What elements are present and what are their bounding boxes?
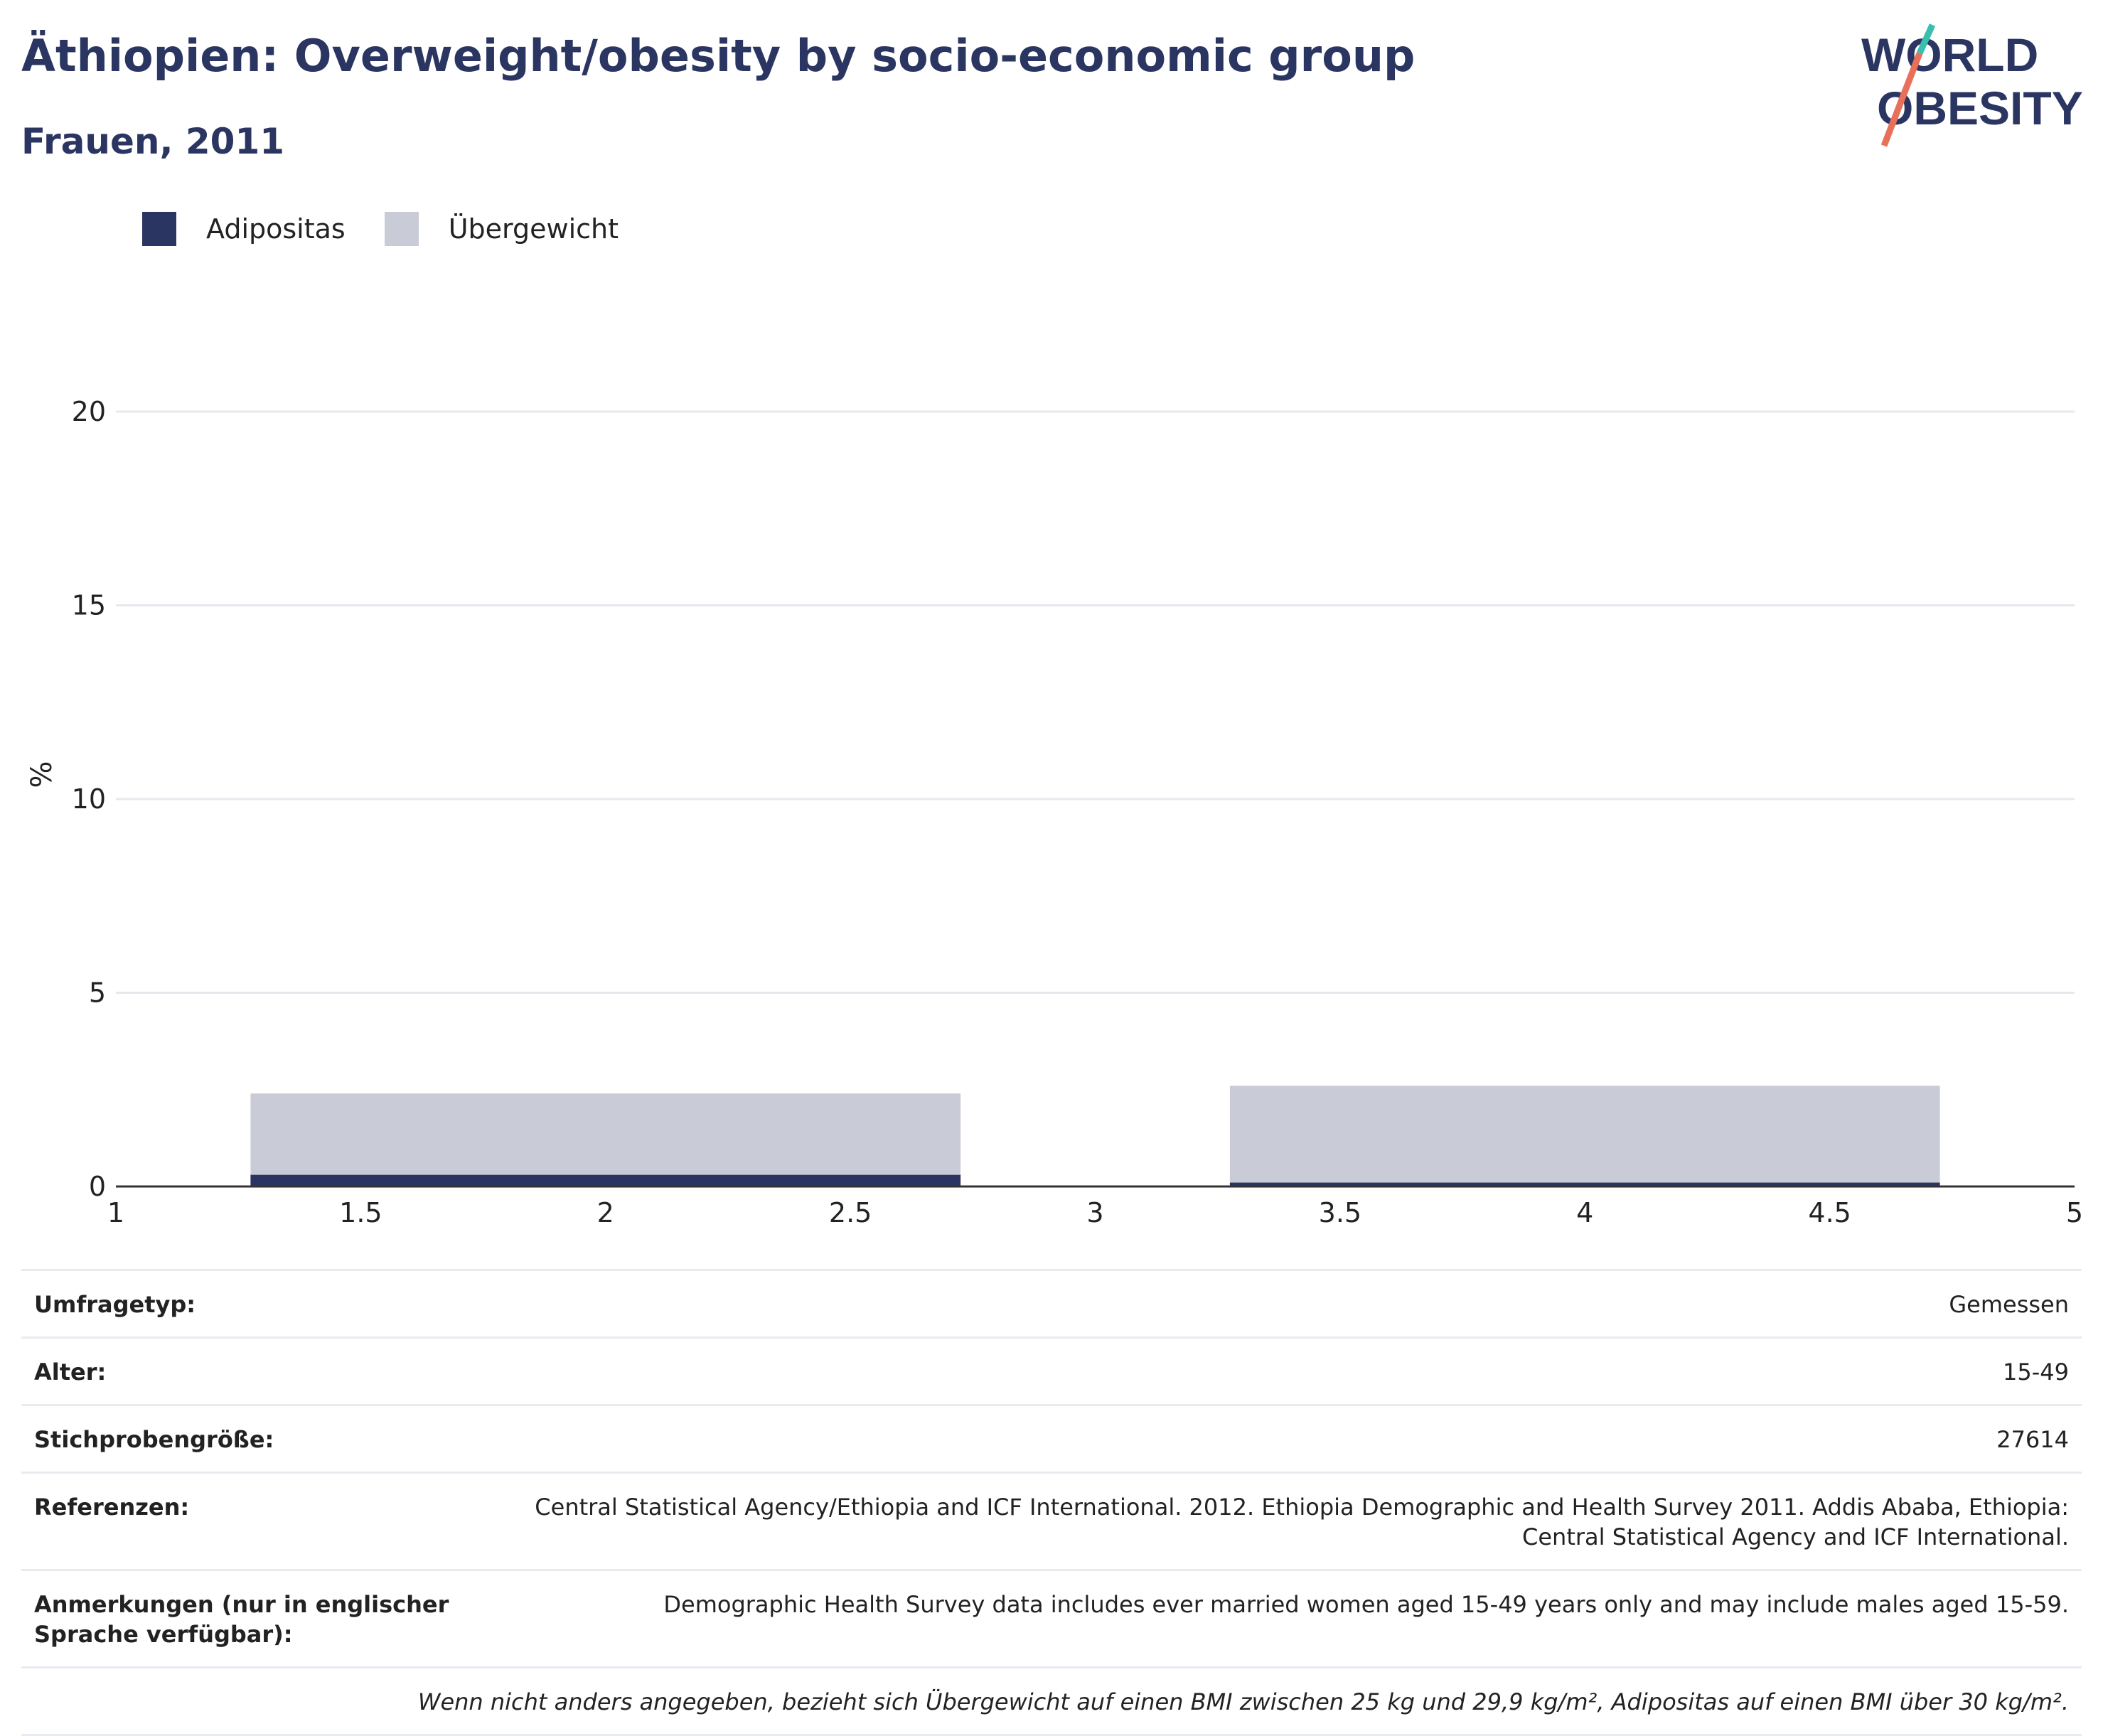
- legend-swatch-uebergewicht: [384, 212, 419, 246]
- legend-label-uebergewicht: Übergewicht: [448, 213, 619, 245]
- legend-item-adipositas[interactable]: Adipositas: [142, 212, 346, 246]
- bar-adipositas-1: [1229, 1182, 1940, 1186]
- logo-slash-teal: [1916, 23, 1936, 55]
- info-value-references: Central Statistical Agency/Ethiopia and …: [535, 1494, 2069, 1550]
- legend-swatch-adipositas: [142, 212, 176, 246]
- y-tick-label: 10: [72, 783, 106, 815]
- x-tick-label: 4: [1576, 1197, 1593, 1228]
- chart-subtitle: Frauen, 2011: [21, 121, 285, 162]
- info-label-age: Alter:: [34, 1359, 107, 1386]
- info-row-references: Referenzen: Central Statistical Agency/E…: [21, 1472, 2082, 1569]
- footnote-text: Wenn nicht anders angegeben, bezieht sic…: [417, 1688, 2069, 1715]
- chart-title: Äthiopien: Overweight/obesity by socio-e…: [21, 30, 1416, 82]
- y-axis-label: %: [26, 761, 58, 788]
- bar-chart: 0 5 10 15 20% 1 1.5 2 2.5 3 3.5 4 4.5 5: [26, 396, 2083, 1228]
- info-table: Umfragetyp: Gemessen Alter: 15-49 Stichp…: [21, 1269, 2082, 1736]
- x-tick-label: 2: [597, 1197, 614, 1228]
- y-tick-label: 0: [89, 1171, 106, 1202]
- info-value-survey-type: Gemessen: [1949, 1291, 2069, 1318]
- info-value-sample-size: 27614: [1996, 1426, 2069, 1453]
- y-tick-label: 15: [72, 590, 106, 621]
- info-label-survey-type: Umfragetyp:: [34, 1291, 196, 1318]
- info-row-sample-size: Stichprobengröße: 27614: [21, 1404, 2082, 1472]
- info-row-survey-type: Umfragetyp: Gemessen: [21, 1269, 2082, 1336]
- info-label-notes: Anmerkungen (nur in englischer Sprache v…: [34, 1591, 449, 1648]
- x-tick-label: 3.5: [1319, 1197, 1361, 1228]
- legend: Adipositas Übergewicht: [142, 212, 658, 246]
- x-tick-label: 3: [1086, 1197, 1103, 1228]
- legend-item-uebergewicht[interactable]: Übergewicht: [384, 212, 619, 246]
- legend-label-adipositas: Adipositas: [206, 213, 346, 245]
- bar-bergewicht-1: [1229, 1086, 1940, 1186]
- x-tick-label: 1: [107, 1197, 124, 1228]
- info-label-references: Referenzen:: [34, 1494, 190, 1521]
- y-tick-label: 5: [89, 977, 106, 1009]
- world-obesity-logo[interactable]: WORLD OBESITY: [1848, 21, 2090, 149]
- bar-bergewicht-0: [250, 1093, 961, 1186]
- x-tick-label: 5: [2066, 1197, 2083, 1228]
- info-value-age: 15-49: [2003, 1359, 2069, 1386]
- info-row-notes: Anmerkungen (nur in englischer Sprache v…: [21, 1569, 2082, 1666]
- footnote-row: Wenn nicht anders angegeben, bezieht sic…: [21, 1666, 2082, 1736]
- x-tick-label: 1.5: [339, 1197, 382, 1228]
- logo-slash-coral: [1880, 52, 1923, 147]
- logo-word-2: OBESITY: [1877, 82, 2083, 134]
- logo-word-1: WORLD: [1861, 28, 2038, 81]
- x-tick-label: 4.5: [1808, 1197, 1851, 1228]
- info-label-sample-size: Stichprobengröße:: [34, 1426, 274, 1453]
- bar-adipositas-0: [250, 1174, 961, 1186]
- y-tick-label: 20: [72, 396, 106, 427]
- info-value-notes: Demographic Health Survey data includes …: [663, 1591, 2069, 1618]
- x-tick-label: 2.5: [829, 1197, 872, 1228]
- info-row-age: Alter: 15-49: [21, 1336, 2082, 1404]
